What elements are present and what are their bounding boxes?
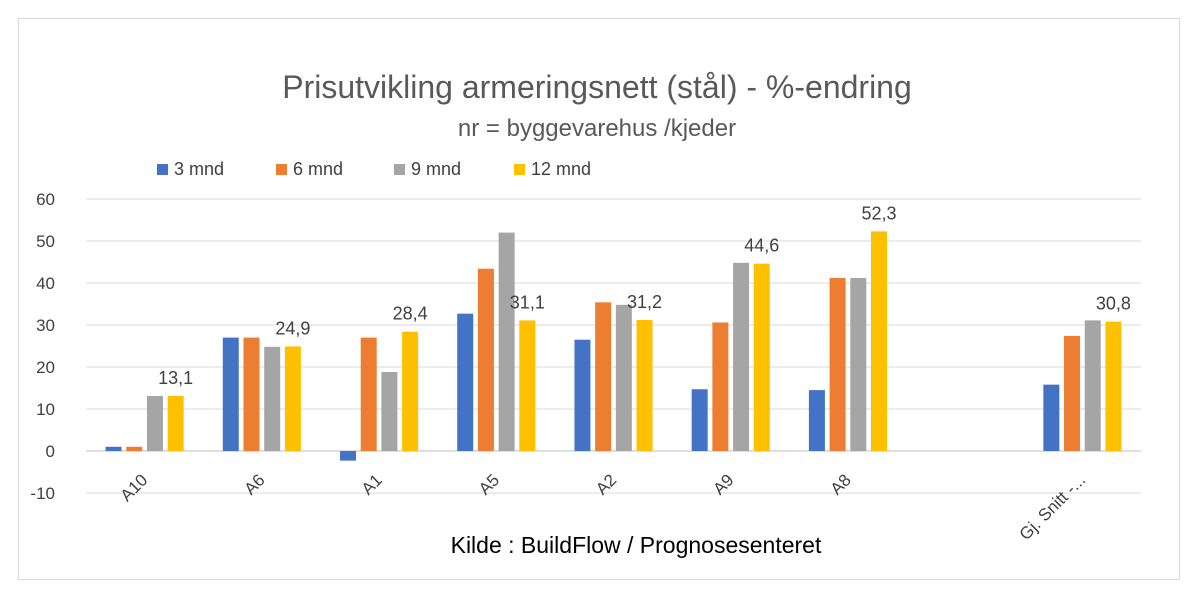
legend: 3 mnd 6 mnd 9 mnd 12 mnd (157, 159, 591, 179)
bar-chart: Prisutvikling armeringsnett (stål) - %-e… (30, 69, 1141, 558)
legend-swatch (157, 164, 168, 175)
data-label: 31,2 (627, 292, 662, 312)
y-axis: 60 50 40 30 20 10 0 -10 (30, 190, 55, 503)
y-tick-label: 40 (36, 274, 55, 293)
bar-6-mnd-A8 (829, 277, 846, 451)
y-tick-label: 30 (36, 316, 55, 335)
chart-frame: Prisutvikling armeringsnett (stål) - %-e… (18, 18, 1180, 580)
data-label: 44,6 (744, 236, 779, 256)
bar-3-mnd-A2 (574, 339, 591, 451)
bar-6-mnd-A2 (595, 302, 612, 451)
bar-9-mnd-A8 (850, 277, 867, 451)
x-tick-label: A6 (241, 470, 269, 498)
y-tick-label: 10 (36, 400, 55, 419)
y-tick-label: 20 (36, 358, 55, 377)
bar-9-mnd-A5 (498, 232, 515, 451)
bar-9-mnd-A6 (264, 346, 281, 451)
bar-12-mnd-A10 (167, 395, 184, 451)
legend-swatch (276, 164, 287, 175)
bar-9-mnd-A9 (733, 262, 750, 451)
bar-3-mnd-A10 (105, 446, 122, 451)
data-labels: 13,1 24,9 28,4 31,1 31,2 44,6 52,3 30,8 (158, 203, 1131, 388)
bar-12-mnd-A9 (753, 263, 770, 451)
bar-9-mnd-A2 (615, 304, 632, 451)
bar-12-mnd-A8 (870, 231, 887, 451)
data-label: 13,1 (158, 368, 193, 388)
bar-12-mnd-A6 (284, 346, 301, 451)
bars (105, 231, 1122, 461)
bar-3-mnd-A8 (808, 390, 825, 451)
bar-6-mnd-A5 (477, 268, 494, 451)
y-tick-label: 60 (36, 190, 55, 209)
data-label: 52,3 (861, 203, 896, 223)
y-tick-label: 0 (46, 442, 55, 461)
legend-label: 6 mnd (293, 159, 343, 179)
data-label: 31,1 (510, 292, 545, 312)
x-tick-label: A5 (475, 470, 503, 498)
bar-3-mnd-A5 (457, 313, 474, 451)
legend-label: 9 mnd (411, 159, 461, 179)
bar-3-mnd-A9 (691, 389, 708, 451)
legend-swatch (394, 164, 405, 175)
y-tick-label: 50 (36, 232, 55, 251)
bar-6-mnd-A9 (712, 322, 729, 451)
x-tick-label: A2 (592, 470, 620, 498)
legend-swatch (514, 164, 525, 175)
x-tick-label: A9 (709, 470, 737, 498)
chart-title: Prisutvikling armeringsnett (stål) - %-e… (282, 69, 912, 105)
chart-subtitle: nr = byggevarehus /kjeder (458, 115, 736, 142)
x-tick-label: A10 (117, 470, 152, 505)
bar-3-mnd-A6 (222, 337, 239, 451)
bar-9-mnd-A1 (381, 372, 398, 451)
bar-9-mnd-Gj. Snitt -... (1084, 320, 1101, 451)
data-label: 24,9 (275, 318, 310, 338)
data-label: 28,4 (393, 304, 428, 324)
bar-6-mnd-Gj. Snitt -... (1064, 335, 1081, 451)
bar-12-mnd-A1 (402, 331, 419, 451)
data-label: 30,8 (1096, 294, 1131, 314)
bar-6-mnd-A6 (243, 337, 260, 451)
bar-9-mnd-A10 (146, 395, 163, 451)
bar-12-mnd-A5 (519, 320, 536, 451)
x-tick-label: A8 (827, 470, 855, 498)
bar-3-mnd-Gj. Snitt -... (1043, 384, 1060, 451)
bar-6-mnd-A1 (360, 337, 377, 451)
x-tick-label: A1 (358, 470, 386, 498)
bar-3-mnd-A1 (340, 451, 357, 461)
y-tick-label: -10 (30, 484, 55, 503)
bar-12-mnd-A2 (636, 319, 653, 451)
source-caption: Kilde : BuildFlow / Prognosesenteret (451, 532, 822, 558)
x-tick-label: Gj. Snitt -... (1016, 470, 1090, 544)
gridlines (86, 198, 1141, 494)
legend-label: 3 mnd (174, 159, 224, 179)
bar-12-mnd-Gj. Snitt -... (1105, 321, 1122, 451)
bar-6-mnd-A10 (126, 446, 143, 451)
legend-label: 12 mnd (531, 159, 591, 179)
